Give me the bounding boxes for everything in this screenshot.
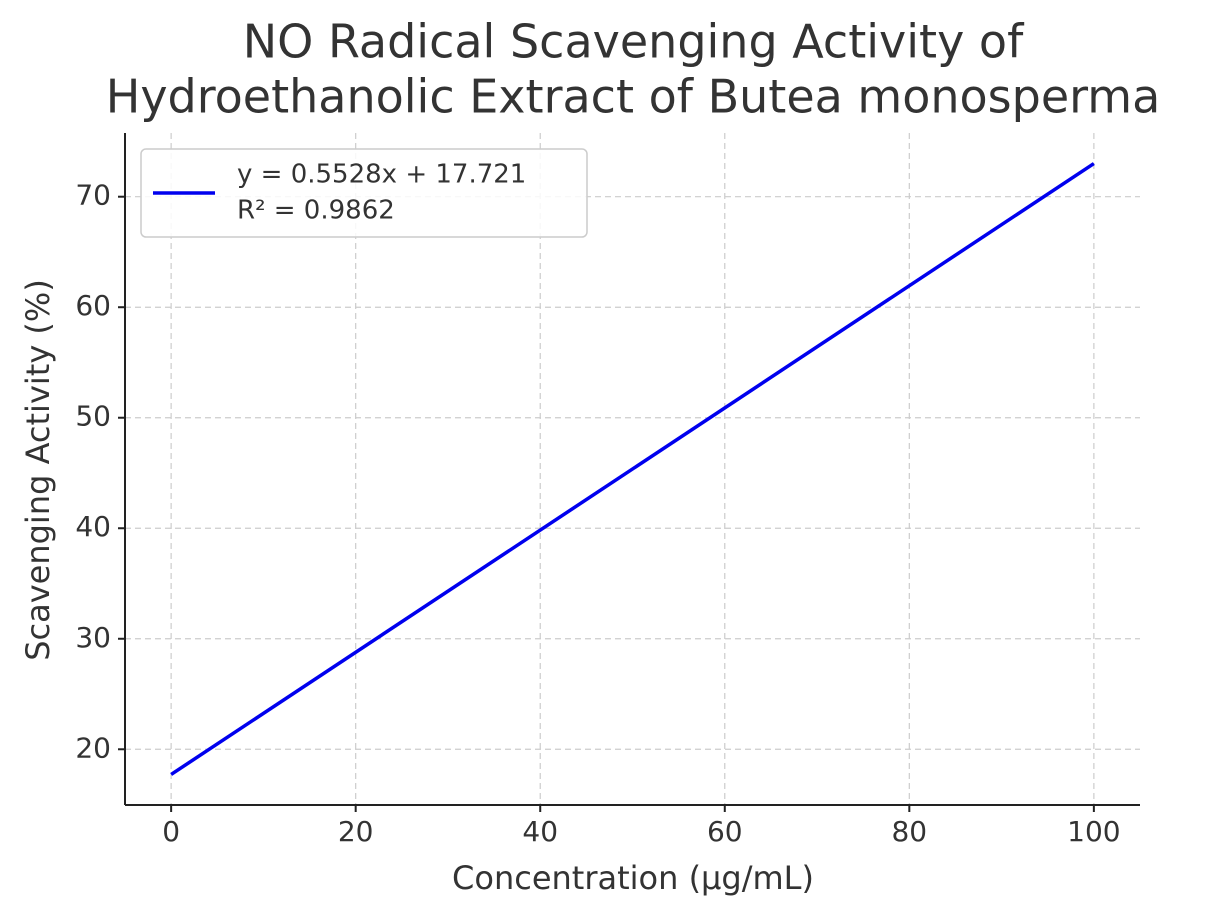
y-tick-label: 20: [75, 731, 111, 764]
chart-title: Hydroethanolic Extract of Butea monosper…: [106, 70, 1161, 124]
y-tick-label: 70: [75, 179, 111, 212]
x-tick-label: 60: [707, 815, 743, 848]
x-axis-label: Concentration (µg/mL): [452, 859, 814, 897]
legend-label: y = 0.5528x + 17.721: [237, 160, 526, 190]
legend-note: R² = 0.9862: [237, 196, 395, 226]
data-line: [170, 162, 1095, 776]
y-tick-label: 60: [75, 289, 111, 322]
y-tick-label: 40: [75, 510, 111, 543]
y-tick-label: 50: [75, 400, 111, 433]
x-tick-label: 20: [338, 815, 374, 848]
x-tick-label: 0: [162, 815, 180, 848]
chart-title: NO Radical Scavenging Activity of: [243, 15, 1025, 69]
x-tick-label: 80: [891, 815, 927, 848]
x-tick-label: 100: [1067, 815, 1120, 848]
y-tick-label: 30: [75, 621, 111, 654]
y-axis-label: Scavenging Activity (%): [19, 279, 57, 661]
legend-box: [140, 148, 588, 238]
x-tick-label: 40: [522, 815, 558, 848]
